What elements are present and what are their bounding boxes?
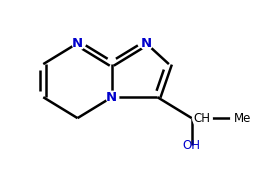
Text: N: N — [72, 37, 83, 50]
Text: CH: CH — [193, 112, 210, 125]
Text: N: N — [141, 37, 152, 50]
Text: Me: Me — [234, 112, 251, 125]
Text: OH: OH — [183, 139, 201, 152]
Text: N: N — [106, 91, 117, 104]
